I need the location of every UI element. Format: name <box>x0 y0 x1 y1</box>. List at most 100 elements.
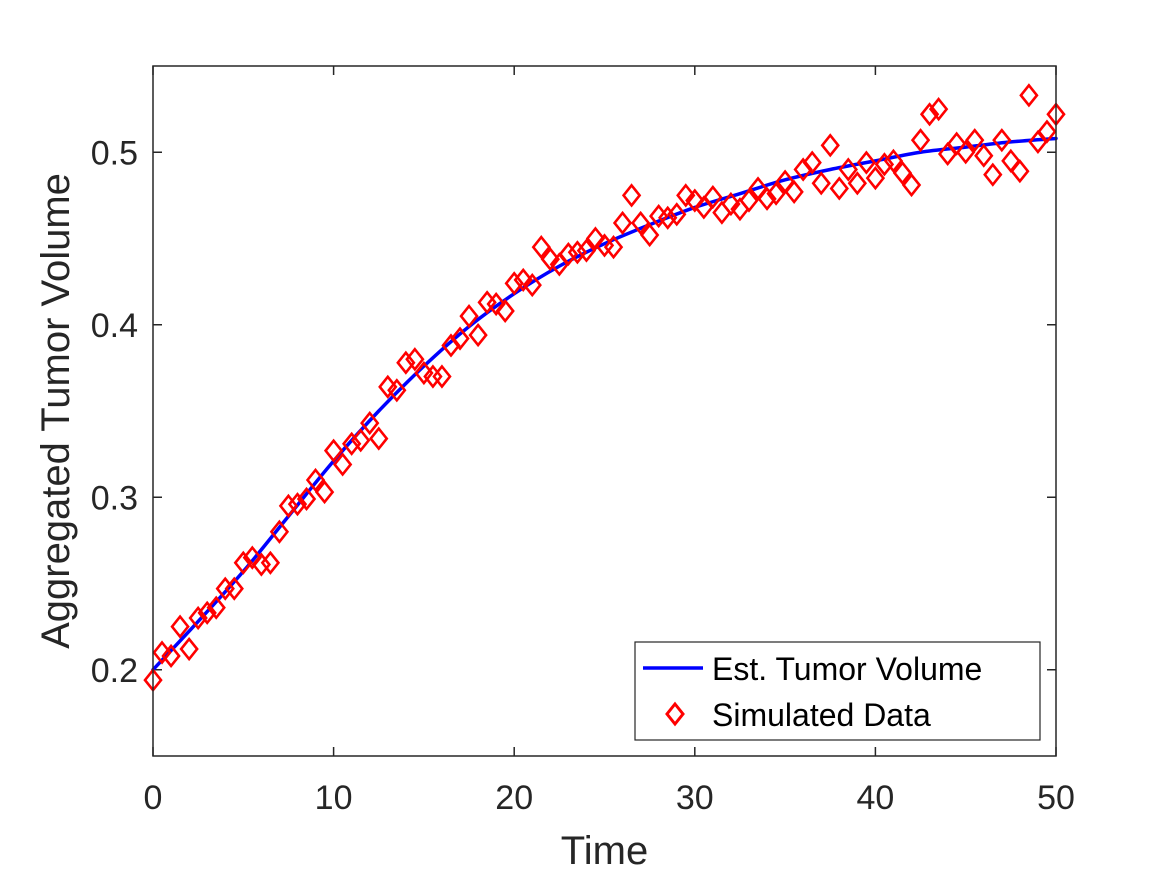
data-point-diamond <box>838 157 858 182</box>
data-point-diamond <box>450 326 470 351</box>
data-point-diamond <box>820 133 840 158</box>
data-point-diamond <box>269 519 290 544</box>
data-point-diamond <box>278 493 299 518</box>
legend-label-est-tumor-volume: Est. Tumor Volume <box>712 651 982 687</box>
data-point-diamond <box>522 272 542 298</box>
data-point-diamond <box>170 614 190 639</box>
data-point-diamond <box>612 210 633 236</box>
data-point-diamond <box>703 185 723 210</box>
y-tick-label: 0.3 <box>91 479 138 517</box>
data-point-diamond <box>161 643 181 669</box>
y-axis-label: Aggregated Tumor Volume <box>34 173 78 649</box>
data-point-diamond <box>947 131 967 156</box>
data-point-diamond <box>314 479 335 505</box>
series-simulated-data <box>143 83 1066 693</box>
data-point-diamond <box>224 576 244 601</box>
data-point-diamond <box>1037 119 1057 144</box>
data-point-diamond <box>459 304 479 329</box>
data-point-diamond <box>739 188 759 213</box>
data-point-diamond <box>784 179 804 205</box>
data-point-diamond <box>188 605 208 631</box>
y-tick-label: 0.5 <box>91 134 138 172</box>
data-point-diamond <box>305 467 326 493</box>
data-point-diamond <box>892 160 913 186</box>
data-point-diamond <box>197 600 217 625</box>
x-axis-label: Time <box>561 829 648 873</box>
data-point-diamond <box>432 364 452 389</box>
data-point-diamond <box>829 176 849 201</box>
data-point-diamond <box>360 410 380 436</box>
data-point-diamond <box>658 205 678 230</box>
data-point-diamond <box>766 181 786 206</box>
data-point-diamond <box>901 172 922 198</box>
legend-box <box>634 641 1041 741</box>
data-point-diamond <box>405 347 425 372</box>
data-point-diamond <box>495 298 515 324</box>
y-tick-label: 0.4 <box>91 307 138 345</box>
data-point-diamond <box>757 186 777 211</box>
data-point-diamond <box>983 162 1003 187</box>
legend-diamond-swatch <box>665 701 685 727</box>
data-point-diamond <box>965 128 985 153</box>
data-point-diamond <box>387 378 407 403</box>
data-point-diamond <box>874 152 895 177</box>
data-point-diamond <box>685 188 705 213</box>
data-point-diamond <box>1010 159 1030 184</box>
data-point-diamond <box>639 222 660 248</box>
legend-label-simulated-data: Simulated Data <box>712 697 931 733</box>
data-point-diamond <box>468 323 488 348</box>
data-point-diamond <box>396 350 416 375</box>
data-point-diamond <box>233 550 253 575</box>
x-tick-label: 10 <box>315 779 353 817</box>
data-point-diamond <box>576 238 597 263</box>
plot-frame <box>152 65 1057 757</box>
data-point-diamond <box>585 226 606 251</box>
data-point-diamond <box>630 210 651 236</box>
y-tick-labels: 0.2 0.3 0.4 0.5 <box>91 134 138 690</box>
x-tick-label: 0 <box>144 779 163 817</box>
data-point-diamond <box>251 552 272 577</box>
data-point-diamond <box>504 271 524 296</box>
legend: Est. Tumor Volume Simulated Data <box>634 641 1041 741</box>
data-point-diamond <box>296 486 317 512</box>
data-point-diamond <box>603 235 624 260</box>
data-point-diamond <box>621 183 642 208</box>
data-point-diamond <box>802 150 822 175</box>
data-point-diamond <box>856 150 877 175</box>
data-point-diamond <box>676 183 696 208</box>
data-point-diamond <box>531 235 551 260</box>
x-tick-label: 40 <box>856 779 894 817</box>
y-tick-label: 0.2 <box>91 652 138 690</box>
data-point-diamond <box>667 202 687 227</box>
data-point-diamond <box>919 102 940 127</box>
data-point-diamond <box>513 267 533 292</box>
data-point-diamond <box>567 240 588 265</box>
data-point-diamond <box>992 128 1012 153</box>
x-tick-label: 20 <box>495 779 533 817</box>
data-point-diamond <box>351 428 371 453</box>
x-tick-label: 50 <box>1037 779 1075 817</box>
data-point-diamond <box>206 595 226 620</box>
data-point-diamond <box>883 148 904 173</box>
data-point-diamond <box>341 431 362 456</box>
data-point-diamond <box>486 291 506 317</box>
data-point-diamond <box>1019 83 1039 108</box>
data-point-diamond <box>928 97 949 122</box>
data-point-diamond <box>974 143 994 168</box>
x-tick-labels: 0 10 20 30 40 50 <box>144 779 1075 817</box>
data-point-diamond <box>956 140 976 165</box>
data-point-diamond <box>865 166 886 191</box>
data-point-diamond <box>332 452 353 477</box>
data-point-diamond <box>721 191 741 217</box>
data-point-diamond <box>369 426 389 451</box>
data-point-diamond <box>179 636 199 662</box>
x-tick-label: 30 <box>676 779 714 817</box>
data-point-diamond <box>558 241 579 267</box>
series-layer <box>143 83 1066 693</box>
data-point-diamond <box>811 171 831 196</box>
data-point-diamond <box>260 550 281 575</box>
data-point-diamond <box>910 128 931 153</box>
data-point-diamond <box>323 438 344 463</box>
data-point-diamond <box>540 247 560 272</box>
